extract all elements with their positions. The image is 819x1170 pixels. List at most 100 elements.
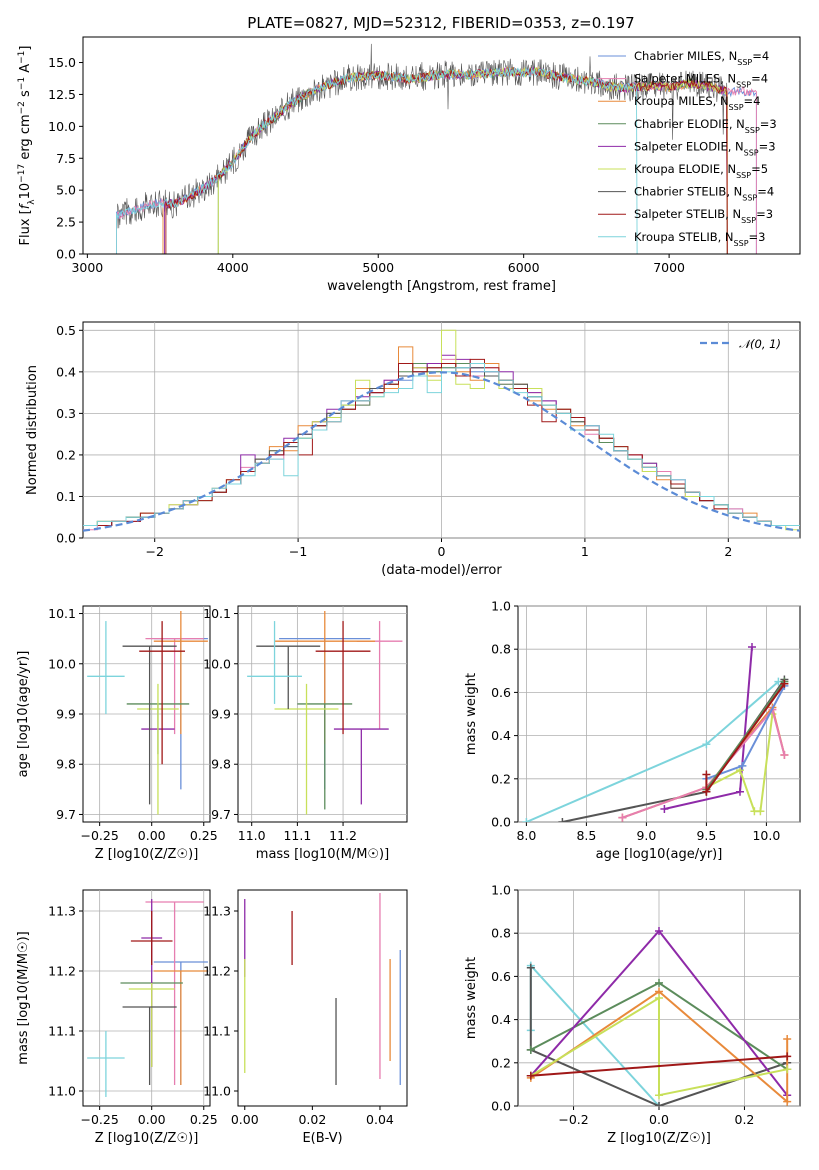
legend-label-text: Chabrier ELODIE, N	[634, 117, 745, 131]
spectrum-ylabel-part: Flux [	[18, 209, 33, 245]
weight-line-salpeter-miles	[622, 707, 786, 819]
mass-ebv-ytick-label: 11.3	[203, 904, 231, 919]
age-z-xlabel: Z [log10(Z/Z☉)]	[95, 847, 199, 862]
weight-z-ytick-label: 0.4	[491, 1012, 511, 1027]
age-z-ylabel: age [log10(age/yr)]	[16, 651, 31, 778]
legend-label: Kroupa ELODIE, NSSP=5	[634, 162, 768, 180]
spectrum-xtick-label: 3000	[71, 260, 103, 275]
spectrum-ylabel-part: λ	[27, 199, 37, 205]
errorbar-chabrier-stelib	[122, 645, 177, 805]
spectrum-ylabel-part: ]	[18, 46, 33, 51]
age-z-xtick-label: 0.00	[138, 828, 166, 843]
weight-age-xtick-label: 8.0	[516, 828, 536, 843]
legend-label-text: Chabrier STELIB, N	[634, 185, 742, 199]
weight-age-ytick-label: 0.8	[491, 642, 511, 657]
errorbar-chabrier-elodie	[297, 703, 353, 810]
residuals-ytick-label: 0.2	[56, 447, 76, 462]
mass-ebv-xtick-label: 0.04	[366, 1112, 394, 1127]
spectrum-ytick-label: 7.5	[56, 151, 76, 166]
errorbar-kroupa-miles	[153, 970, 208, 1085]
spectrum-xtick-label: 5000	[362, 260, 394, 275]
mass-z-ytick-label: 11.1	[48, 1024, 76, 1039]
legend-label-sub: SSP	[742, 193, 757, 202]
weight-marker	[736, 787, 744, 796]
legend-label-text: Salpeter STELIB, N	[634, 207, 741, 221]
spectrum-title: PLATE=0827, MJD=52312, FIBERID=0353, z=0…	[247, 14, 634, 32]
weight-z-ytick-label: 0.2	[491, 1055, 511, 1070]
weight-age-xtick-label: 10.0	[752, 828, 780, 843]
weight-marker	[702, 770, 711, 779]
spectrum-ytick-label: 0.0	[56, 247, 76, 262]
errorbar-kroupa-elodie	[274, 683, 339, 815]
errorbar-kroupa-stelib	[247, 621, 302, 704]
age-mass-xtick-label: 11.0	[238, 828, 266, 843]
legend-label-num: =3	[760, 117, 777, 131]
weight-marker	[655, 1091, 663, 1100]
errorbar-kroupa-stelib	[87, 621, 125, 714]
residuals-xtick-label: 1	[581, 544, 589, 559]
weight-z-ytick-label: 0.8	[491, 926, 511, 941]
spectrum-xtick-label: 6000	[508, 260, 540, 275]
spectrum-ylabel-part: f	[18, 202, 33, 209]
legend-label-num: =4	[751, 72, 768, 86]
weight-marker	[526, 1071, 535, 1080]
weight-marker	[702, 740, 711, 749]
legend-label-num: =3	[756, 207, 773, 221]
weight-z-xtick-label: 0.0	[649, 1112, 669, 1127]
mass-z-frame	[82, 889, 211, 1107]
mass-z-xlabel: Z [log10(Z/Z☉)]	[95, 1131, 199, 1146]
weight-marker	[783, 1097, 792, 1106]
weight-line-chabrier-stelib	[529, 967, 788, 1106]
weight-marker	[526, 963, 535, 972]
weight-age-xtick-label: 9.0	[636, 828, 656, 843]
legend-label-sub: SSP	[744, 148, 759, 157]
mass-z-xtick-label: 0.25	[190, 1112, 218, 1127]
spectrum-ytick-label: 12.5	[48, 87, 76, 102]
weight-marker	[702, 787, 711, 796]
weight-marker	[655, 1102, 663, 1106]
residuals-xlabel: (data-model)/error	[381, 563, 502, 578]
age-mass-ytick-label: 10.0	[203, 656, 231, 671]
residuals-ytick-label: 0.3	[56, 406, 76, 421]
weight-marker	[558, 818, 567, 822]
spectrum-ylabel-part: −1	[17, 51, 27, 64]
age-z-ytick-label: 9.9	[56, 707, 76, 722]
mass-z-ylabel: mass [log10(M/M☉)]	[16, 931, 31, 1064]
weight-z-xtick-label: 0.2	[735, 1112, 755, 1127]
legend-label-text: Salpeter ELODIE, N	[634, 139, 744, 153]
mass-ebv-ytick-label: 11.0	[203, 1084, 231, 1099]
weight-marker	[526, 1045, 535, 1054]
legend-label-num: =5	[751, 162, 768, 176]
weight-marker	[655, 927, 663, 936]
weight-marker	[780, 679, 789, 688]
spectrum-ylabel: Flux [fλ10−17 erg cm−2 s−1 A−1]	[17, 46, 37, 246]
age-z-ytick-label: 9.7	[56, 807, 76, 822]
weight-marker	[655, 978, 663, 987]
legend-label: Kroupa STELIB, NSSP=3	[634, 230, 765, 248]
legend-label: Salpeter ELODIE, NSSP=3	[634, 139, 776, 157]
weight-line-salpeter-stelib	[705, 683, 786, 795]
residuals-ytick-label: 0.0	[56, 531, 76, 546]
legend-label: Chabrier ELODIE, NSSP=3	[634, 117, 777, 135]
age-z-xtick-label: 0.25	[190, 828, 218, 843]
residuals-xtick-label: 0	[438, 544, 446, 559]
legend-label: Salpeter MILES, NSSP=4	[634, 72, 768, 90]
legend-label-sub: SSP	[736, 80, 751, 89]
spectrum-lines	[116, 43, 757, 254]
spectrum-series-kroupa-stelib	[116, 66, 638, 254]
legend-label-text: Kroupa ELODIE, N	[634, 162, 736, 176]
weight-z-xtick-label: −0.2	[558, 1112, 588, 1127]
weight-z-ylabel: mass weight	[464, 957, 479, 1039]
legend-label-text: Kroupa MILES, N	[634, 94, 729, 108]
spectrum-ytick-label: 15.0	[48, 55, 76, 70]
weight-line-chabrier-elodie	[705, 681, 786, 791]
residuals-ytick-label: 0.1	[56, 489, 76, 504]
residuals-xtick-label: −2	[145, 544, 163, 559]
legend-label-text: Salpeter MILES, N	[634, 72, 736, 86]
age-mass-ytick-label: 9.7	[211, 807, 231, 822]
errorbar-salpeter-miles	[145, 638, 204, 735]
spectrum-series-chabrier-stelib	[116, 43, 728, 254]
age-z-errorbars	[87, 611, 208, 815]
spectrum-ylabel-part: −2	[17, 101, 27, 114]
